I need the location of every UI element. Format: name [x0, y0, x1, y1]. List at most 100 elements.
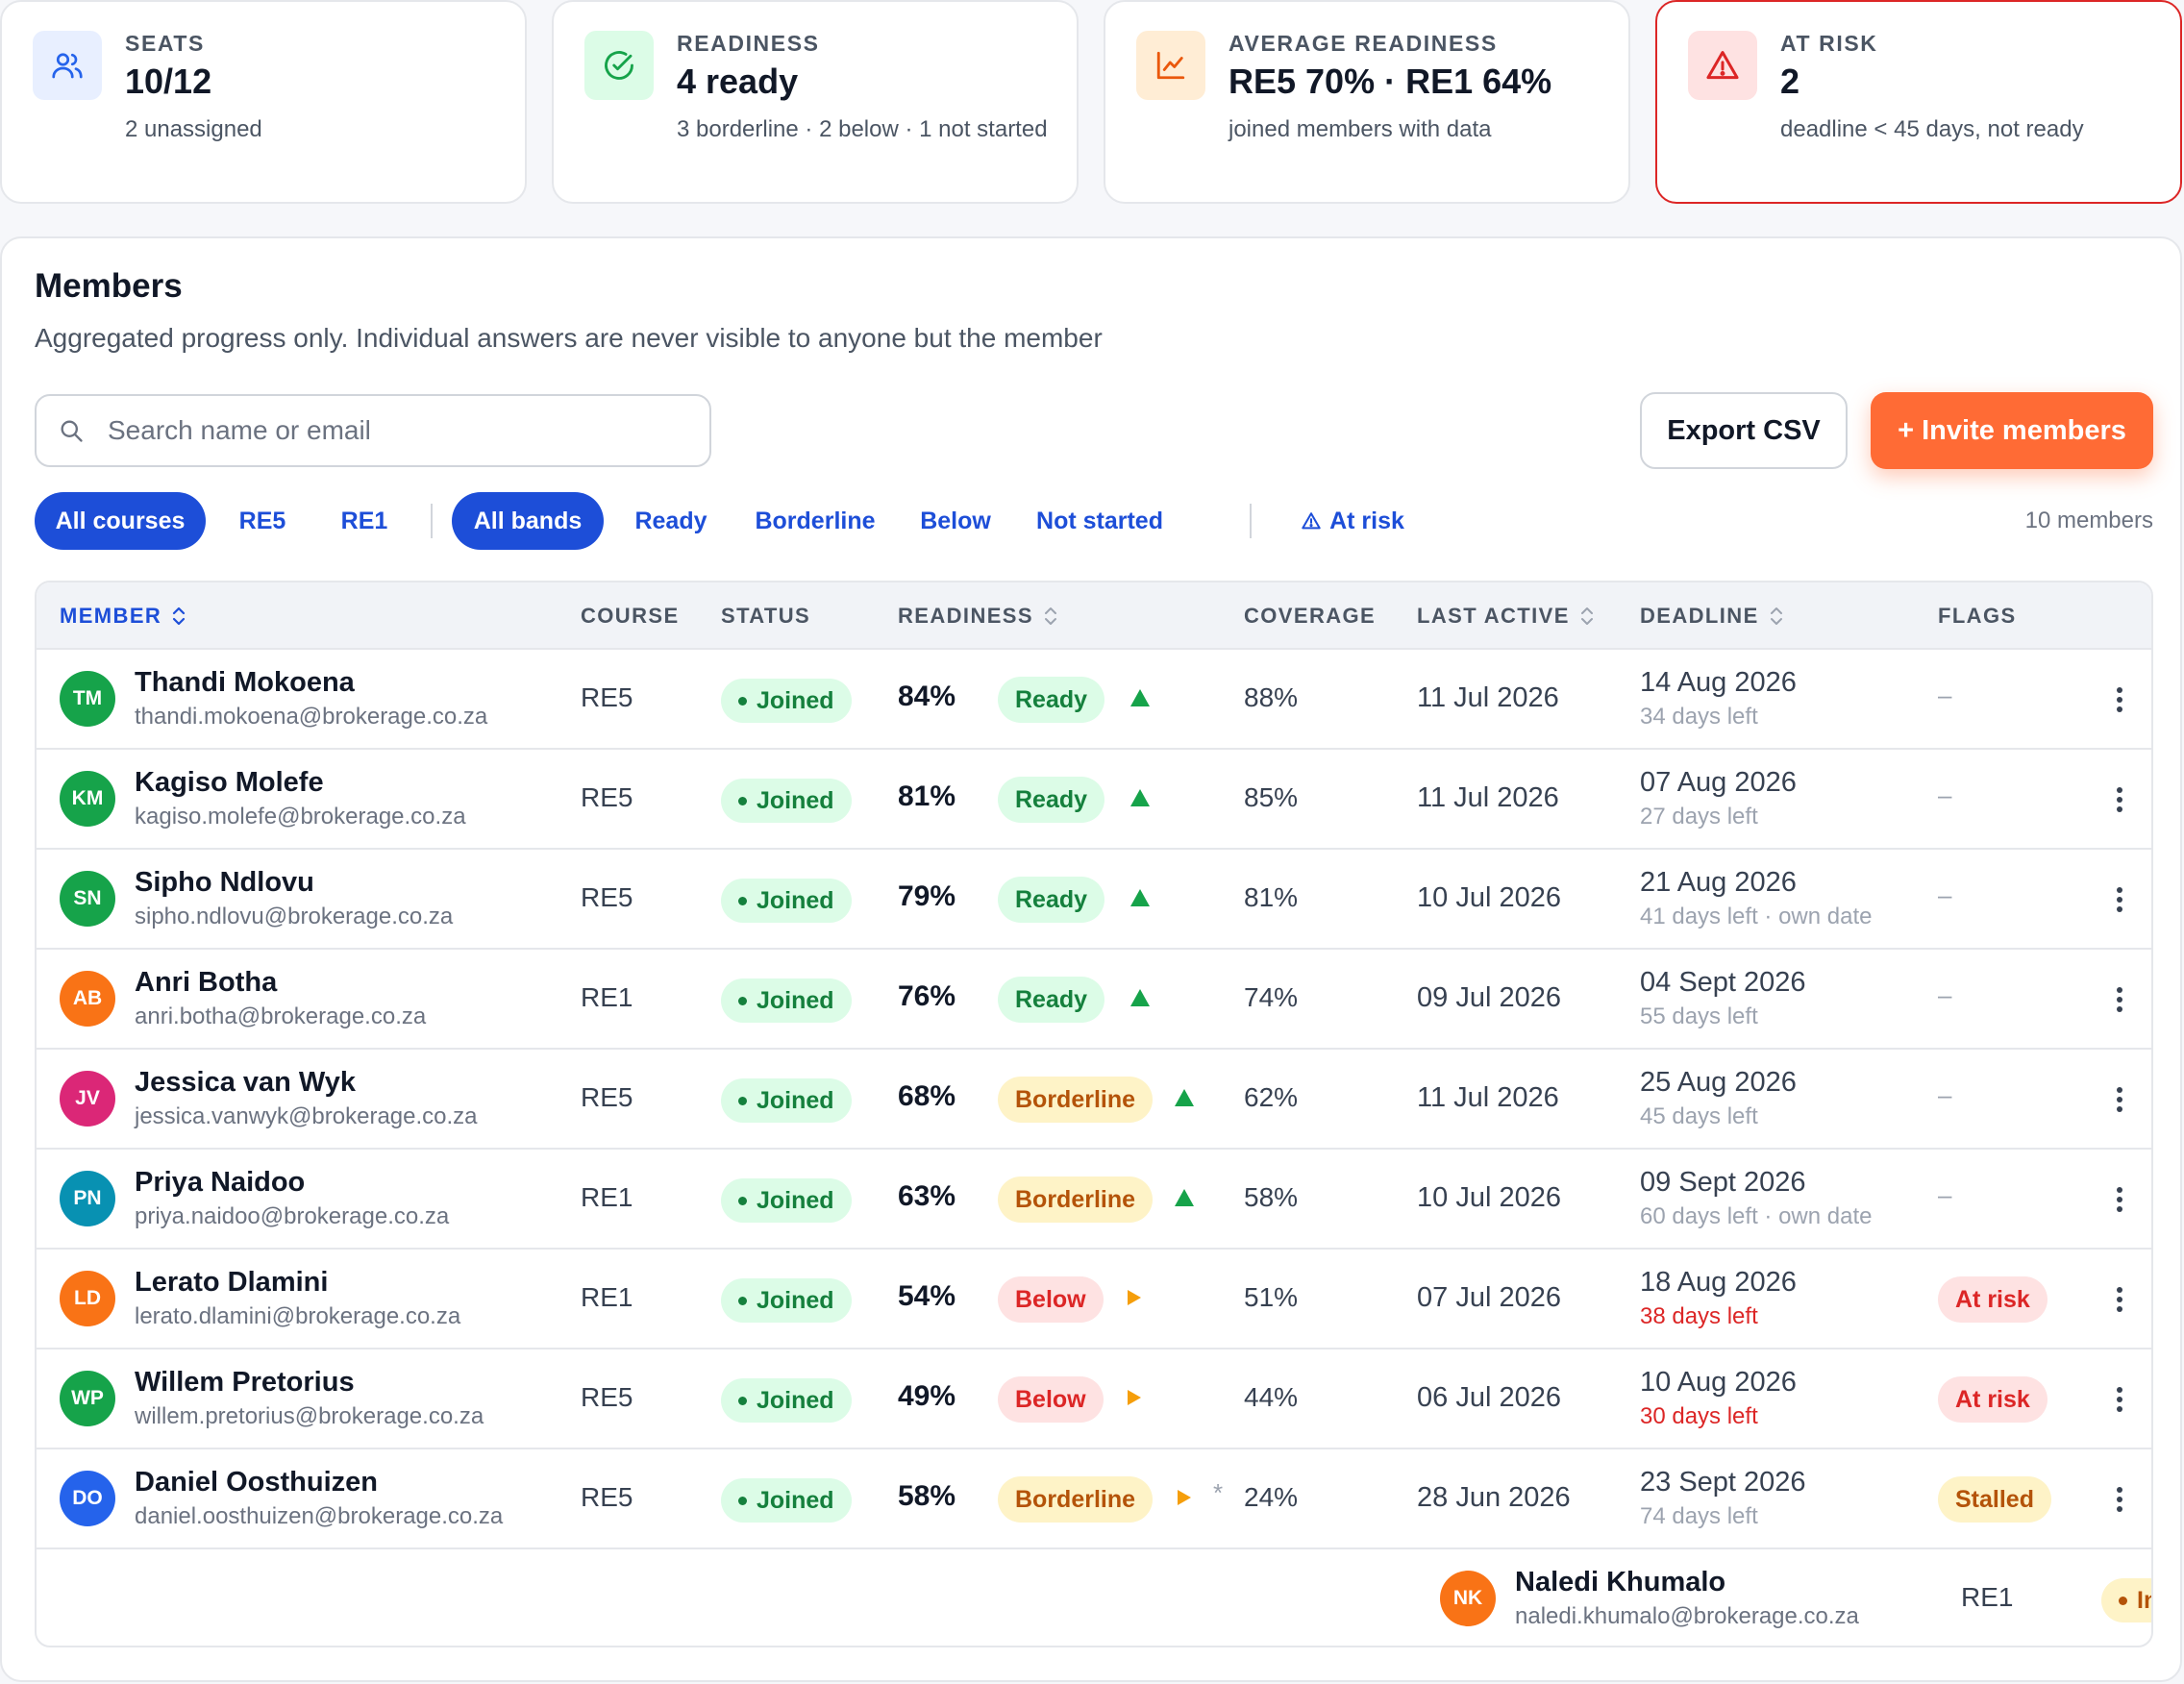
member-email: thandi.mokoena@brokerage.co.za: [135, 704, 488, 730]
course-cell: RE5: [581, 1382, 633, 1412]
more-vertical-icon: [2117, 1087, 2122, 1112]
member-name: Kagiso Molefe: [135, 767, 324, 798]
avatar: SN: [60, 871, 115, 927]
deadline-days-left: 45 days left: [1640, 1103, 1758, 1129]
readiness-percent: 58%: [898, 1480, 956, 1512]
avatar: WP: [60, 1371, 115, 1426]
readiness-band-badge: Ready: [998, 877, 1105, 923]
filter-course-re5[interactable]: RE5: [238, 507, 286, 534]
row-actions-button[interactable]: [2105, 982, 2134, 1017]
stat-label: AT RISK: [1780, 31, 1878, 56]
filter-at-risk[interactable]: At risk: [1280, 492, 1425, 550]
deadline-days-left: 30 days left: [1640, 1403, 1758, 1429]
filter-band-below[interactable]: Below: [920, 507, 991, 534]
status-dot-icon: [738, 996, 747, 1005]
trend-up-icon: [1175, 1189, 1194, 1206]
course-cell: RE1: [581, 1282, 633, 1312]
member-email: priya.naidoo@brokerage.co.za: [135, 1203, 450, 1229]
more-vertical-icon: [2117, 1187, 2122, 1212]
course-cell: RE5: [581, 1082, 633, 1112]
column-header-course: COURSE: [581, 604, 680, 629]
column-header-deadline[interactable]: DEADLINE: [1640, 604, 1784, 629]
table-row[interactable]: NK Naledi Khumalo naledi.khumalo@brokerage…: [1417, 1549, 2151, 1646]
member-email: kagiso.molefe@brokerage.co.za: [135, 804, 466, 830]
export-csv-button[interactable]: Export CSV: [1640, 392, 1848, 469]
flag-empty: –: [1938, 681, 1952, 709]
flag-empty: –: [1938, 880, 1952, 909]
row-actions-button[interactable]: [2105, 1482, 2134, 1517]
deadline-date: 21 Aug 2026: [1640, 867, 1797, 898]
filter-all-bands[interactable]: All bands: [452, 492, 604, 550]
filter-band-borderline[interactable]: Borderline: [755, 507, 876, 534]
filter-all-courses[interactable]: All courses: [35, 492, 206, 550]
filter-band-not-started[interactable]: Not started: [1036, 507, 1163, 534]
deadline-date: 25 Aug 2026: [1640, 1067, 1797, 1098]
search-input[interactable]: [108, 415, 684, 446]
last-active-cell: 06 Jul 2026: [1417, 1382, 1561, 1413]
column-header-last-active[interactable]: LAST ACTIVE: [1417, 604, 1595, 629]
last-active-cell: 10 Jul 2026: [1417, 1182, 1561, 1213]
status-badge: Joined: [721, 978, 852, 1023]
coverage-cell: 58%: [1244, 1182, 1299, 1212]
table-row[interactable]: AB Anri Botha anri.botha@brokerage.co.za RE…: [37, 950, 2151, 1050]
table-row[interactable]: TM Thandi Mokoena thandi.mokoena@brokerage…: [37, 650, 2151, 750]
member-name: Anri Botha: [135, 967, 278, 998]
last-active-cell: 09 Jul 2026: [1417, 982, 1561, 1013]
invite-members-button[interactable]: + Invite members: [1871, 392, 2153, 469]
row-actions-button[interactable]: [2105, 882, 2134, 917]
table-row[interactable]: SN Sipho Ndlovu sipho.ndlovu@brokerage.co.…: [37, 850, 2151, 950]
filter-course-re1[interactable]: RE1: [340, 507, 388, 534]
last-active-cell: 10 Jul 2026: [1417, 882, 1561, 913]
member-name: Daniel Oosthuizen: [135, 1467, 378, 1498]
member-count: 10 members: [2024, 508, 2153, 533]
flag-badge-stalled: Stalled: [1938, 1476, 2051, 1523]
status-badge: Joined: [721, 1478, 852, 1523]
search-box[interactable]: [35, 394, 711, 467]
table-row[interactable]: JV Jessica van Wyk jessica.vanwyk@brokerag…: [37, 1050, 2151, 1150]
member-name: Sipho Ndlovu: [135, 867, 314, 898]
filter-band-ready[interactable]: Ready: [634, 507, 707, 534]
row-actions-button[interactable]: [2105, 1282, 2134, 1317]
coverage-cell: 74%: [1244, 982, 1299, 1012]
table-row[interactable]: WP Willem Pretorius willem.pretorius@broke…: [37, 1350, 2151, 1449]
row-actions-button[interactable]: [2105, 782, 2134, 817]
table-row[interactable]: PN Priya Naidoo priya.naidoo@brokerage.co.…: [37, 1150, 2151, 1250]
member-name: Lerato Dlamini: [135, 1267, 329, 1298]
column-header-flags: FLAGS: [1938, 604, 2017, 629]
column-header-coverage: COVERAGE: [1244, 604, 1376, 629]
users-icon: [33, 31, 102, 100]
course-cell: RE5: [581, 782, 633, 812]
avatar: NK: [1440, 1571, 1496, 1626]
note-marker: *: [1213, 1478, 1224, 1507]
status-label: Joined: [757, 1186, 834, 1214]
readiness-band-badge: Borderline: [998, 1077, 1154, 1123]
page-title: Members: [35, 267, 183, 305]
status-badge: Joined: [721, 1078, 852, 1123]
stat-label: AVERAGE READINESS: [1228, 31, 1498, 56]
row-actions-button[interactable]: [2105, 1182, 2134, 1217]
status-label: Joined: [757, 686, 834, 714]
search-icon: [58, 415, 88, 446]
column-header-member[interactable]: MEMBER: [60, 604, 186, 629]
deadline-days-left: 34 days left: [1640, 704, 1758, 730]
row-actions-button[interactable]: [2105, 1382, 2134, 1417]
member-email: sipho.ndlovu@brokerage.co.za: [135, 904, 454, 929]
column-header-readiness[interactable]: READINESS: [898, 604, 1058, 629]
trend-up-icon: [1175, 1089, 1194, 1106]
table-row[interactable]: KM Kagiso Molefe kagiso.molefe@brokerage.c…: [37, 750, 2151, 850]
table-row[interactable]: DO Daniel Oosthuizen daniel.oosthuizen@bro…: [37, 1449, 2151, 1549]
status-label: Invited: [2137, 1586, 2151, 1614]
member-name: Jessica van Wyk: [135, 1067, 357, 1098]
more-vertical-icon: [2117, 887, 2122, 912]
status-dot-icon: [738, 1396, 747, 1405]
table-row[interactable]: LD Lerato Dlamini lerato.dlamini@brokerage…: [37, 1250, 2151, 1350]
sort-icon: [1043, 607, 1058, 626]
avatar: DO: [60, 1471, 115, 1526]
member-name: Priya Naidoo: [135, 1167, 306, 1198]
column-label: LAST ACTIVE: [1417, 604, 1570, 628]
deadline-days-left: 38 days left: [1640, 1303, 1758, 1329]
row-actions-button[interactable]: [2105, 682, 2134, 717]
filter-at-risk-label: At risk: [1329, 507, 1404, 534]
trend-up-icon: [1130, 889, 1150, 906]
row-actions-button[interactable]: [2105, 1082, 2134, 1117]
